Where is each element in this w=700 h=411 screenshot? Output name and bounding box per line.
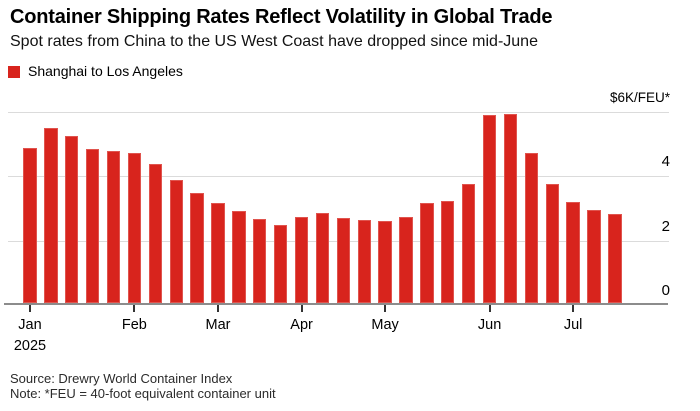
x-axis-year-label: 2025 [13,338,47,354]
x-tick-jul [572,305,575,312]
bar-week-22[interactable] [462,184,476,303]
y-tick-label-4: 4 [661,152,670,170]
chart-subtitle: Spot rates from China to the US West Coa… [10,33,538,50]
x-label-jul: Jul [563,317,583,333]
bar-week-29[interactable] [608,213,622,303]
bar-week-2[interactable] [44,128,58,303]
bar-week-21[interactable] [441,201,455,303]
bar-week-9[interactable] [190,193,204,303]
bar-week-16[interactable] [336,218,351,303]
x-tick-jan [29,305,31,312]
legend: Shanghai to Los Angeles [8,64,183,79]
bar-week-15[interactable] [315,213,330,303]
bar-week-13[interactable] [274,224,288,303]
bar-week-24[interactable] [503,114,518,303]
x-tick-jun [488,305,491,312]
bar-week-7[interactable] [148,163,162,303]
bar-week-18[interactable] [378,221,392,303]
bar-week-17[interactable] [357,220,371,303]
x-label-jun: Jun [477,317,502,333]
bar-week-6[interactable] [127,153,142,303]
gridline-4 [8,176,669,178]
footnote: Note: *FEU = 40-foot equivalent containe… [10,385,276,401]
bar-week-28[interactable] [587,210,601,303]
bar-week-10[interactable] [211,202,225,303]
x-label-mar: Mar [205,317,231,333]
bar-week-5[interactable] [106,150,121,303]
bar-week-23[interactable] [482,114,497,303]
x-label-jan: Jan [18,317,42,333]
gridline-6 [8,111,669,113]
bar-week-25[interactable] [524,153,539,303]
bar-week-19[interactable] [399,216,413,303]
x-tick-may [384,305,387,312]
x-tick-feb [133,305,136,312]
source-note: Source: Drewry World Container Index [10,371,233,386]
bar-week-27[interactable] [566,202,580,303]
bar-week-3[interactable] [65,135,79,303]
x-label-may: May [371,317,399,333]
x-tick-apr [300,305,303,312]
legend-label: Shanghai to Los Angeles [28,63,183,79]
chart-title: Container Shipping Rates Reflect Volatil… [10,6,553,28]
bar-week-1[interactable] [23,148,37,303]
y-axis-unit-label: $6K/FEU* [609,90,670,105]
bar-week-8[interactable] [169,179,183,303]
legend-swatch-icon [8,65,20,78]
footer: Source: Drewry World Container Index Not… [10,371,276,401]
bar-week-4[interactable] [86,148,100,303]
x-tick-mar [217,305,219,312]
y-tick-label-0: 0 [661,282,670,300]
x-label-apr: Apr [290,317,313,333]
x-axis-line [4,303,668,305]
bar-week-11[interactable] [232,211,246,303]
y-tick-label-2: 2 [661,217,670,235]
x-label-feb: Feb [121,317,147,333]
bar-week-12[interactable] [253,219,267,303]
bar-week-14[interactable] [294,216,309,303]
bar-week-20[interactable] [420,202,434,303]
bar-week-26[interactable] [545,184,559,303]
